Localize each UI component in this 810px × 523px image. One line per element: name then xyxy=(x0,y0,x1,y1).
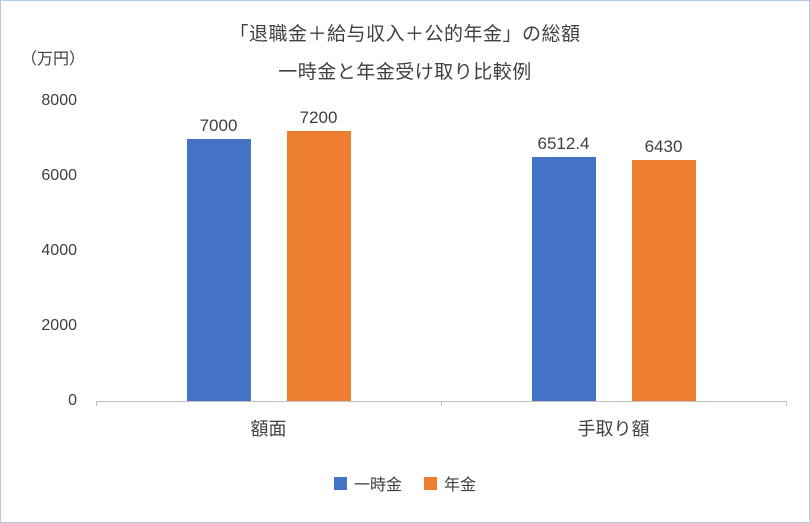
bar-value-label: 6512.4 xyxy=(537,133,590,153)
plot-area: 7000 7200 6512.4 6430 xyxy=(96,101,786,401)
y-tick-label: 0 xyxy=(68,392,77,409)
bar-group-1: 7000 7200 xyxy=(96,101,441,401)
bar-一時金-額面 xyxy=(186,138,251,401)
chart-subtitle: 一時金と年金受け取り比較例 xyxy=(278,62,532,83)
legend-label: 一時金 xyxy=(353,477,402,494)
legend-label: 年金 xyxy=(444,477,477,494)
bar-group-2: 6512.4 6430 xyxy=(441,101,786,401)
bar-value-label: 7000 xyxy=(199,115,238,135)
bar-一時金-手取り額 xyxy=(531,156,596,401)
bar-wrap: 6430 xyxy=(631,101,696,401)
legend-item-一時金: 一時金 xyxy=(333,471,402,495)
x-axis-category-label: 手取り額 xyxy=(577,419,650,439)
y-axis: 0 2000 4000 6000 8000 xyxy=(15,92,77,409)
y-tick-label: 4000 xyxy=(41,242,77,259)
bar-wrap: 7200 xyxy=(286,101,351,401)
x-axis-tick xyxy=(96,401,97,406)
legend-swatch-icon xyxy=(333,476,347,490)
chart-title: 「退職金＋給与収入＋公的年金」の総額 xyxy=(229,24,581,45)
bar-value-label: 6430 xyxy=(644,136,683,156)
bar-年金-額面 xyxy=(286,131,351,401)
bar-value-label: 7200 xyxy=(299,108,338,127)
bar-wrap: 7000 xyxy=(186,101,251,401)
x-axis-category-label: 額面 xyxy=(250,419,287,439)
y-tick-label: 8000 xyxy=(41,92,77,109)
legend-swatch-icon xyxy=(424,476,437,490)
legend: 一時金 年金 xyxy=(1,471,809,495)
x-axis-tick xyxy=(441,401,442,406)
x-axis-tick xyxy=(786,401,787,406)
legend-item-年金: 年金 xyxy=(424,471,476,495)
bar-年金-手取り額 xyxy=(631,159,696,401)
y-tick-label: 6000 xyxy=(41,167,77,184)
y-tick-label: 2000 xyxy=(41,317,77,334)
bar-wrap: 6512.4 xyxy=(531,101,596,401)
y-axis-unit-label: （万円） xyxy=(21,51,86,68)
